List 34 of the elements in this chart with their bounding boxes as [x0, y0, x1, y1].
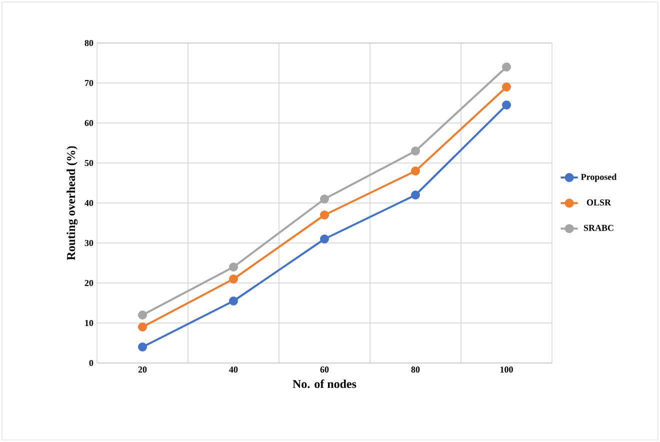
- x-tick-label: 40: [229, 366, 238, 373]
- point: [138, 342, 147, 352]
- y-tick-label: 50: [84, 160, 94, 166]
- point: [502, 100, 511, 110]
- y-tick-label: 20: [84, 280, 94, 286]
- point: [229, 262, 238, 272]
- point: [502, 82, 511, 92]
- y-axis-title: Routing overhead (%): [66, 146, 78, 260]
- y-tick-label: 60: [84, 120, 94, 126]
- point: [502, 62, 511, 72]
- legend-label: Proposed: [580, 174, 617, 182]
- point: [229, 296, 238, 306]
- x-tick-label: 80: [411, 366, 420, 373]
- y-tick-label: 80: [84, 40, 94, 46]
- x-axis-title: No. of nodes: [292, 379, 356, 388]
- point: [411, 146, 420, 156]
- point: [138, 322, 147, 332]
- point: [411, 190, 420, 200]
- x-tick-label: 20: [138, 366, 147, 373]
- point: [411, 166, 420, 176]
- point: [320, 210, 329, 220]
- legend-label: SRABC: [584, 224, 614, 231]
- legend-label: OLSR: [586, 199, 612, 206]
- y-tick-label: 0: [89, 360, 94, 366]
- point: [138, 310, 147, 320]
- point: [229, 274, 238, 284]
- y-tick-label: 40: [84, 200, 94, 206]
- y-tick-label: 10: [85, 320, 94, 326]
- point: [320, 194, 329, 204]
- point: [320, 234, 329, 244]
- y-tick-label: 30: [84, 240, 94, 246]
- x-tick-label: 100: [500, 366, 513, 373]
- y-tick-label: 70: [84, 80, 94, 86]
- x-tick-label: 60: [320, 366, 329, 373]
